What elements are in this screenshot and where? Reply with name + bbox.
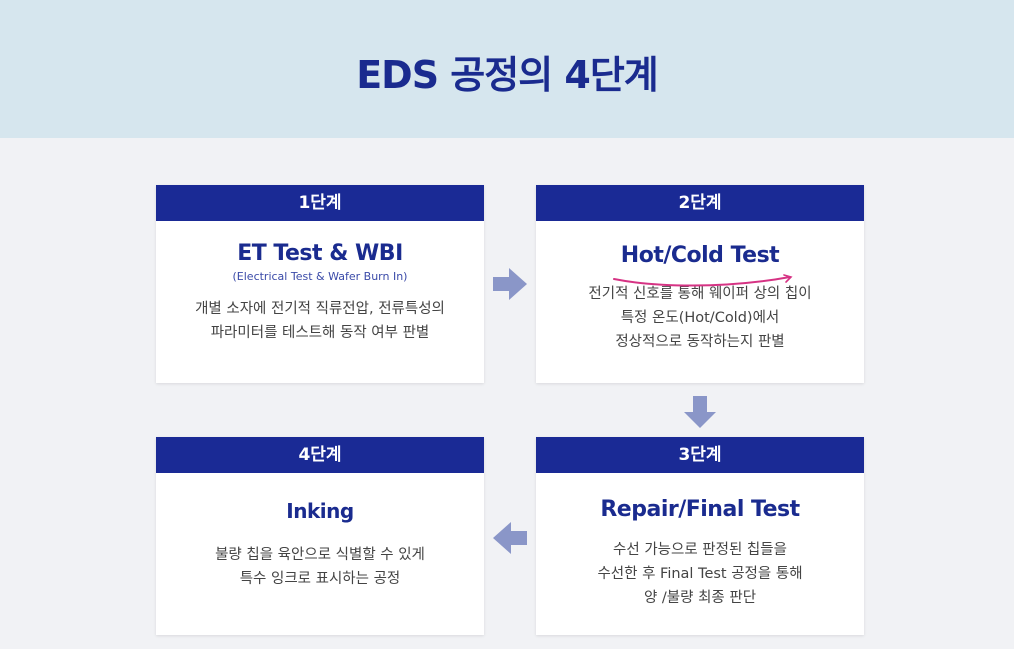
arrow-left-icon <box>493 522 527 554</box>
step-3-card: 3단계 Repair/Final Test 수선 가능으로 판정된 칩들을 수선… <box>536 437 864 635</box>
page-title: EDS 공정의 4단계 <box>356 53 659 97</box>
step-1-title: ET Test & WBI <box>237 241 403 266</box>
step-1-label: 1단계 <box>156 185 484 221</box>
step-4-label: 4단계 <box>156 437 484 473</box>
step-3-description: 수선 가능으로 판정된 칩들을 수선한 후 Final Test 공정을 통해 … <box>597 542 803 606</box>
step-1-card: 1단계 ET Test & WBI (Electrical Test & Waf… <box>156 185 484 383</box>
step-4-title: Inking <box>286 499 354 523</box>
step-3-label: 3단계 <box>536 437 864 473</box>
step-3-title: Repair/Final Test <box>600 497 800 522</box>
step-1-subtitle: (Electrical Test & Wafer Burn In) <box>232 270 408 283</box>
step-2-body: Hot/Cold Test 전기적 신호를 통해 웨이퍼 상의 칩이 특정 온도… <box>536 221 864 354</box>
step-3-body: Repair/Final Test 수선 가능으로 판정된 칩들을 수선한 후 … <box>536 473 864 610</box>
step-2-card: 2단계 Hot/Cold Test 전기적 신호를 통해 웨이퍼 상의 칩이 특… <box>536 185 864 383</box>
step-2-title: Hot/Cold Test <box>620 243 780 268</box>
step-4-body: Inking 불량 칩을 육안으로 식별할 수 있게 특수 잉크로 표시하는 공… <box>156 473 484 591</box>
step-1-description: 개별 소자에 전기적 직류전압, 전류특성의 파라미터를 테스트해 동작 여부 … <box>195 301 445 341</box>
arrow-down-icon <box>684 396 716 428</box>
step-2-description: 전기적 신호를 통해 웨이퍼 상의 칩이 특정 온도(Hot/Cold)에서 정… <box>588 286 812 350</box>
step-2-label: 2단계 <box>536 185 864 221</box>
title-banner <box>0 0 1014 138</box>
step-4-description: 불량 칩을 육안으로 식별할 수 있게 특수 잉크로 표시하는 공정 <box>215 547 425 587</box>
step-1-body: ET Test & WBI (Electrical Test & Wafer B… <box>156 221 484 345</box>
step-4-card: 4단계 Inking 불량 칩을 육안으로 식별할 수 있게 특수 잉크로 표시… <box>156 437 484 635</box>
handwritten-underline <box>613 274 793 287</box>
arrow-right-icon <box>493 268 527 300</box>
